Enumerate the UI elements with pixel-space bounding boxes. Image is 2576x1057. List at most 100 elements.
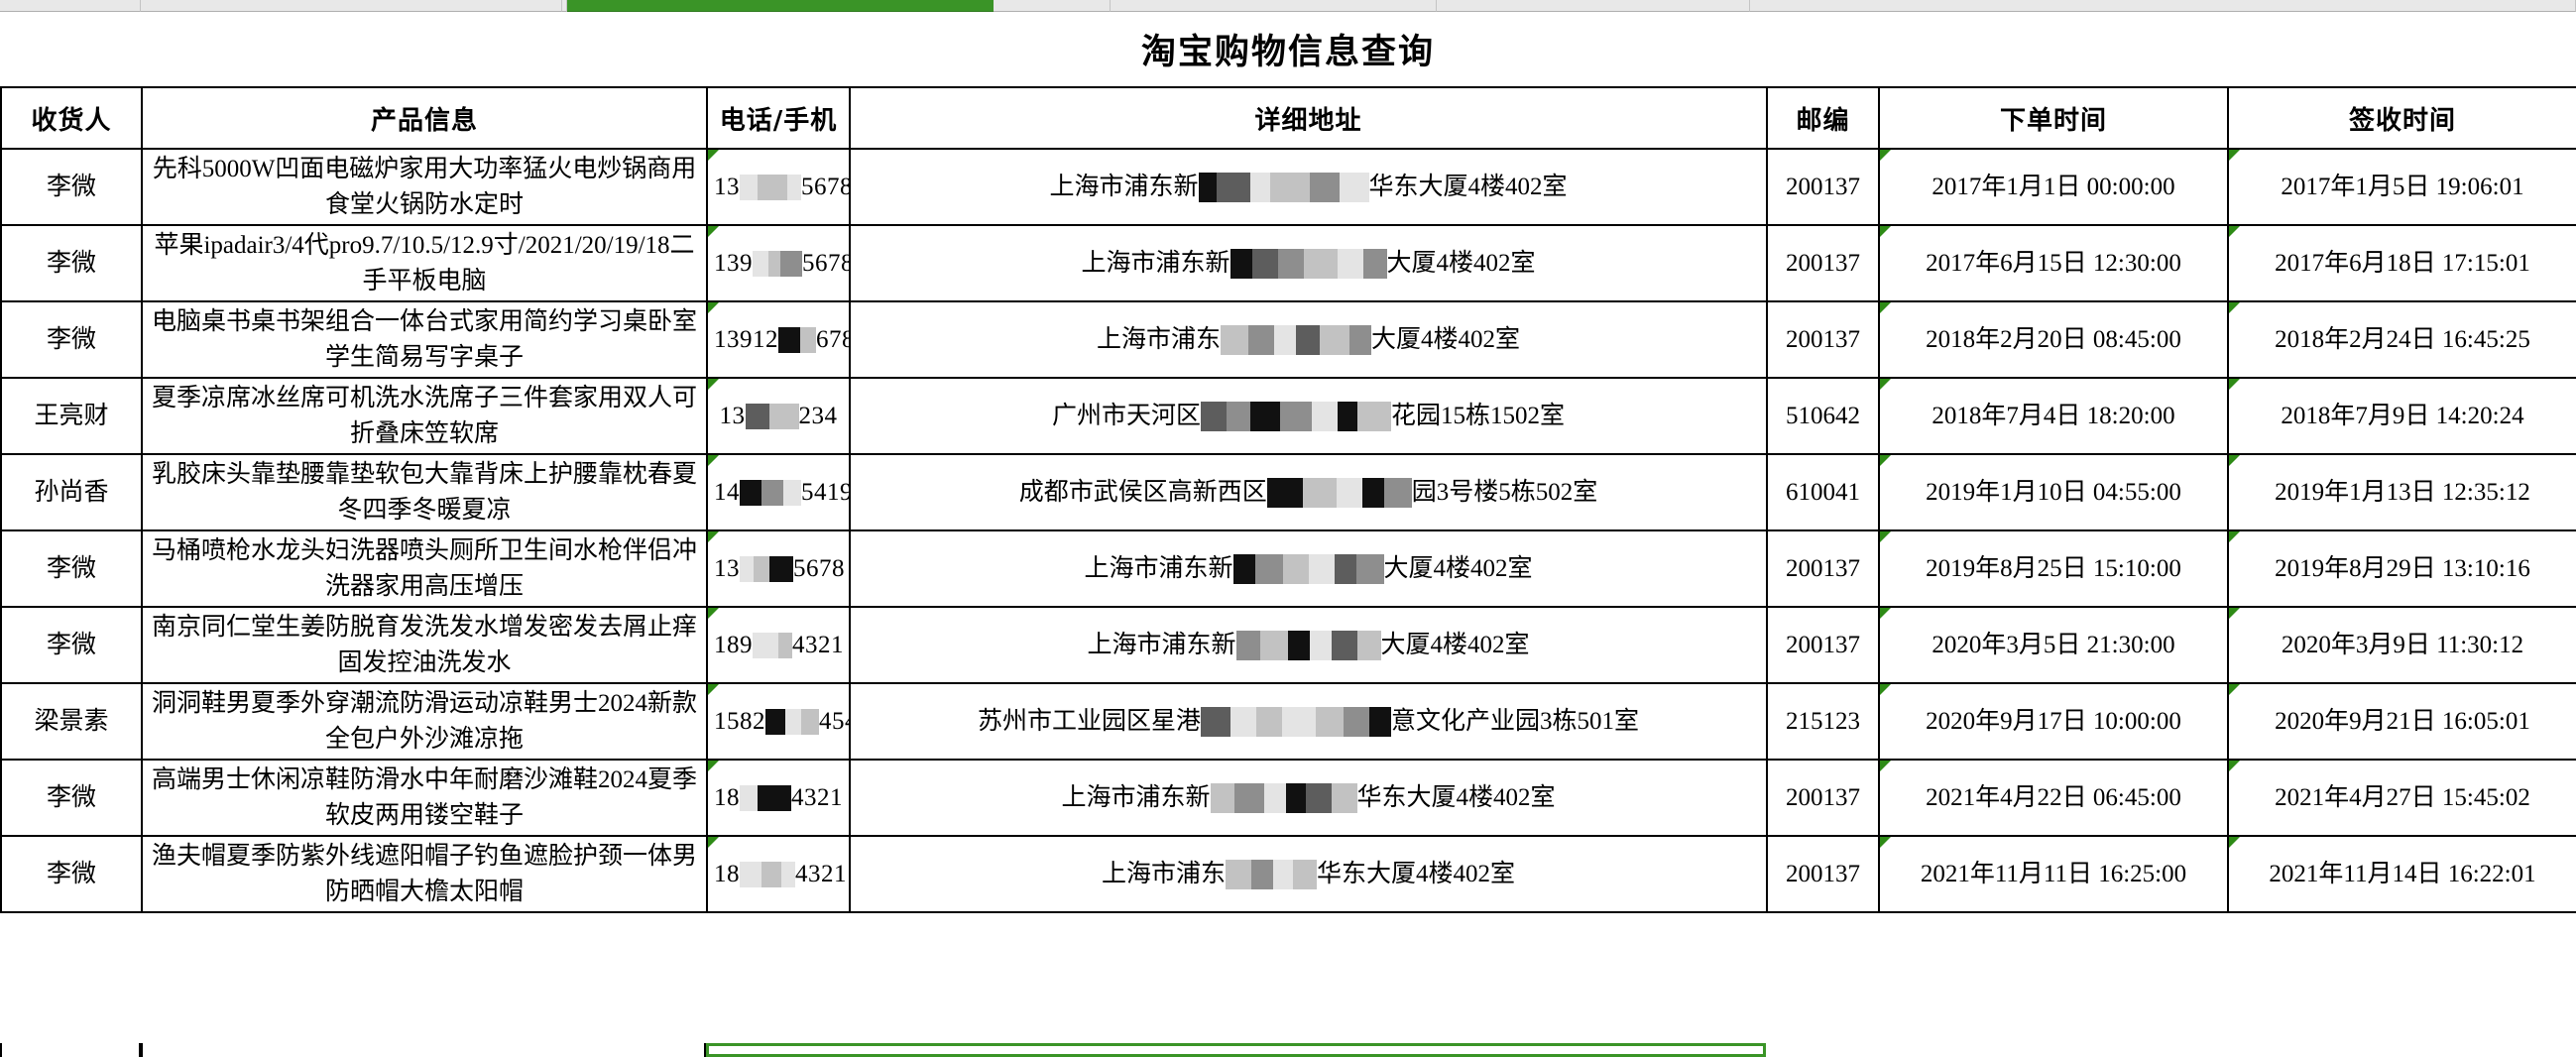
frozen-cell[interactable] — [0, 0, 141, 12]
cell-sign-time[interactable]: 2018年2月24日 16:45:25 — [2227, 300, 2576, 379]
frozen-cell[interactable] — [1437, 0, 1750, 12]
cell-product[interactable]: 渔夫帽夏季防紫外线遮阳帽子钓鱼遮脸护颈一体男防晒帽大檐太阳帽 — [141, 835, 708, 913]
cell-phone[interactable]: 139 5678 — [706, 224, 851, 302]
table-row[interactable]: 孙尚香 乳胶床头靠垫腰靠垫软包大靠背床上护腰靠枕春夏冬四季冬暖夏凉 14 5419 成都… — [0, 453, 2576, 531]
cell-postcode[interactable]: 200137 — [1766, 224, 1880, 302]
cell-product[interactable]: 高端男士休闲凉鞋防滑水中年耐磨沙滩鞋2024夏季软皮两用镂空鞋子 — [141, 759, 708, 837]
cell-phone[interactable]: 13 234 — [706, 377, 851, 455]
cell-order-time[interactable]: 2021年4月22日 06:45:00 — [1878, 759, 2229, 837]
cell-address[interactable]: 上海市浦东新 大厦4楼402室 — [849, 606, 1768, 684]
cell-recipient[interactable]: 李微 — [0, 300, 143, 379]
cell-order-time[interactable]: 2017年6月15日 12:30:00 — [1878, 224, 2229, 302]
cell-sign-time[interactable]: 2017年6月18日 17:15:01 — [2227, 224, 2576, 302]
cell-product[interactable]: 苹果ipadair3/4代pro9.7/10.5/12.9寸/2021/20/1… — [141, 224, 708, 302]
column-header-name[interactable]: 收货人 — [0, 86, 143, 150]
cell-address[interactable]: 上海市浦东新 华东大厦4楼402室 — [849, 759, 1768, 837]
column-header-phone[interactable]: 电话/手机 — [706, 86, 851, 150]
table-row[interactable]: 李微 马桶喷枪水龙头妇洗器喷头厕所卫生间水枪伴侣冲洗器家用高压增压 13 5678 上海… — [0, 529, 2576, 608]
cell-sign-time[interactable]: 2020年3月9日 11:30:12 — [2227, 606, 2576, 684]
table-row[interactable]: 李微 高端男士休闲凉鞋防滑水中年耐磨沙滩鞋2024夏季软皮两用镂空鞋子 18 4321… — [0, 759, 2576, 837]
cell-phone[interactable]: 189 4321 — [706, 606, 851, 684]
cell-product[interactable]: 马桶喷枪水龙头妇洗器喷头厕所卫生间水枪伴侣冲洗器家用高压增压 — [141, 529, 708, 608]
cell-sign-time[interactable]: 2017年1月5日 19:06:01 — [2227, 148, 2576, 226]
cell-sign-time[interactable]: 2018年7月9日 14:20:24 — [2227, 377, 2576, 455]
cell-order-time[interactable]: 2020年3月5日 21:30:00 — [1878, 606, 2229, 684]
bottom-cell[interactable] — [141, 1043, 706, 1057]
cell-recipient[interactable]: 李微 — [0, 148, 143, 226]
cell-phone[interactable]: 18 4321 — [706, 835, 851, 913]
cell-order-time[interactable]: 2019年8月25日 15:10:00 — [1878, 529, 2229, 608]
cell-address[interactable]: 上海市浦东 华东大厦4楼402室 — [849, 835, 1768, 913]
cell-sign-time[interactable]: 2021年4月27日 15:45:02 — [2227, 759, 2576, 837]
bottom-cell[interactable] — [0, 1043, 141, 1057]
cell-postcode[interactable]: 200137 — [1766, 835, 1880, 913]
cell-postcode[interactable]: 200137 — [1766, 759, 1880, 837]
cell-product[interactable]: 电脑桌书桌书架组合一体台式家用简约学习桌卧室学生简易写字桌子 — [141, 300, 708, 379]
cell-postcode[interactable]: 200137 — [1766, 606, 1880, 684]
column-header-zip[interactable]: 邮编 — [1766, 86, 1880, 150]
column-header-order[interactable]: 下单时间 — [1878, 86, 2229, 150]
column-header-addr[interactable]: 详细地址 — [849, 86, 1768, 150]
cell-sign-time[interactable]: 2021年11月14日 16:22:01 — [2227, 835, 2576, 913]
cell-recipient[interactable]: 李微 — [0, 606, 143, 684]
cell-order-time[interactable]: 2019年1月10日 04:55:00 — [1878, 453, 2229, 531]
cell-recipient[interactable]: 李微 — [0, 224, 143, 302]
cell-order-time[interactable]: 2020年9月17日 10:00:00 — [1878, 682, 2229, 761]
redaction-block — [1282, 706, 1316, 737]
cell-product[interactable]: 先科5000W凹面电磁炉家用大功率猛火电炒锅商用食堂火锅防水定时 — [141, 148, 708, 226]
cell-order-time[interactable]: 2018年7月4日 18:20:00 — [1878, 377, 2229, 455]
table-row[interactable]: 李微 苹果ipadair3/4代pro9.7/10.5/12.9寸/2021/20… — [0, 224, 2576, 302]
cell-address[interactable]: 成都市武侯区高新西区 园3号楼5栋502室 — [849, 453, 1768, 531]
selection-outline[interactable] — [706, 1043, 1766, 1057]
cell-phone[interactable]: 13 5678 — [706, 148, 851, 226]
cell-postcode[interactable]: 215123 — [1766, 682, 1880, 761]
table-row[interactable]: 李微 南京同仁堂生姜防脱育发洗发水增发密发去屑止痒固发控油洗发水 189 4321 上海… — [0, 606, 2576, 684]
cell-postcode[interactable]: 200137 — [1766, 529, 1880, 608]
cell-recipient[interactable]: 孙尚香 — [0, 453, 143, 531]
table-row[interactable]: 李微 渔夫帽夏季防紫外线遮阳帽子钓鱼遮脸护颈一体男防晒帽大檐太阳帽 18 4321 上海… — [0, 835, 2576, 913]
column-header-prod[interactable]: 产品信息 — [141, 86, 708, 150]
spreadsheet-area[interactable]: 收货人 产品信息 电话/手机 详细地址 邮编 下单时间 签收时间 李微 先科5000W凹面电磁… — [0, 86, 2576, 913]
cell-phone[interactable]: 15824543 — [706, 682, 851, 761]
cell-address[interactable]: 上海市浦东 大厦4楼402室 — [849, 300, 1768, 379]
cell-recipient[interactable]: 李微 — [0, 529, 143, 608]
column-header-sign[interactable]: 签收时间 — [2227, 86, 2576, 150]
cell-product[interactable]: 南京同仁堂生姜防脱育发洗发水增发密发去屑止痒固发控油洗发水 — [141, 606, 708, 684]
cell-phone[interactable]: 14 5419 — [706, 453, 851, 531]
frozen-cell-selected[interactable] — [567, 0, 994, 12]
cell-address[interactable]: 广州市天河区 花园15栋1502室 — [849, 377, 1768, 455]
frozen-cell[interactable] — [994, 0, 1111, 12]
frozen-cell[interactable] — [1750, 0, 2576, 12]
cell-product[interactable]: 乳胶床头靠垫腰靠垫软包大靠背床上护腰靠枕春夏冬四季冬暖夏凉 — [141, 453, 708, 531]
cell-order-time[interactable]: 2021年11月11日 16:25:00 — [1878, 835, 2229, 913]
cell-address[interactable]: 上海市浦东新 大厦4楼402室 — [849, 529, 1768, 608]
cell-product[interactable]: 洞洞鞋男夏季外穿潮流防滑运动凉鞋男士2024新款全包户外沙滩凉拖 — [141, 682, 708, 761]
cell-address[interactable]: 上海市浦东新 华东大厦4楼402室 — [849, 148, 1768, 226]
cell-postcode[interactable]: 200137 — [1766, 148, 1880, 226]
cell-phone[interactable]: 13 5678 — [706, 529, 851, 608]
cell-sign-time[interactable]: 2019年1月13日 12:35:12 — [2227, 453, 2576, 531]
cell-postcode[interactable]: 510642 — [1766, 377, 1880, 455]
cell-order-time[interactable]: 2017年1月1日 00:00:00 — [1878, 148, 2229, 226]
cell-address[interactable]: 苏州市工业园区星港 意文化产业园3栋501室 — [849, 682, 1768, 761]
frozen-cell[interactable] — [141, 0, 562, 12]
cell-sign-time[interactable]: 2019年8月29日 13:10:16 — [2227, 529, 2576, 608]
table-row[interactable]: 梁景素 洞洞鞋男夏季外穿潮流防滑运动凉鞋男士2024新款全包户外沙滩凉拖 1582 4… — [0, 682, 2576, 761]
table-row[interactable]: 李微 先科5000W凹面电磁炉家用大功率猛火电炒锅商用食堂火锅防水定时 13 5678… — [0, 148, 2576, 226]
cell-recipient[interactable]: 王亮财 — [0, 377, 143, 455]
cell-recipient[interactable]: 李微 — [0, 759, 143, 837]
cell-phone[interactable]: 18 4321 — [706, 759, 851, 837]
table-row[interactable]: 王亮财 夏季凉席冰丝席可机洗水洗席子三件套家用双人可折叠床笠软席 13 234 广州市天… — [0, 377, 2576, 455]
cell-phone[interactable]: 13912678 — [706, 300, 851, 379]
frozen-cell[interactable] — [1111, 0, 1437, 12]
table-row[interactable]: 李微电脑桌书桌书架组合一体台式家用简约学习桌卧室学生简易写字桌子13912678… — [0, 300, 2576, 379]
cell-product[interactable]: 夏季凉席冰丝席可机洗水洗席子三件套家用双人可折叠床笠软席 — [141, 377, 708, 455]
cell-postcode[interactable]: 200137 — [1766, 300, 1880, 379]
cell-recipient[interactable]: 李微 — [0, 835, 143, 913]
frozen-cell[interactable] — [562, 0, 567, 12]
cell-order-time[interactable]: 2018年2月20日 08:45:00 — [1878, 300, 2229, 379]
cell-sign-time[interactable]: 2020年9月21日 16:05:01 — [2227, 682, 2576, 761]
cell-address[interactable]: 上海市浦东新 大厦4楼402室 — [849, 224, 1768, 302]
cell-postcode[interactable]: 610041 — [1766, 453, 1880, 531]
cell-recipient[interactable]: 梁景素 — [0, 682, 143, 761]
